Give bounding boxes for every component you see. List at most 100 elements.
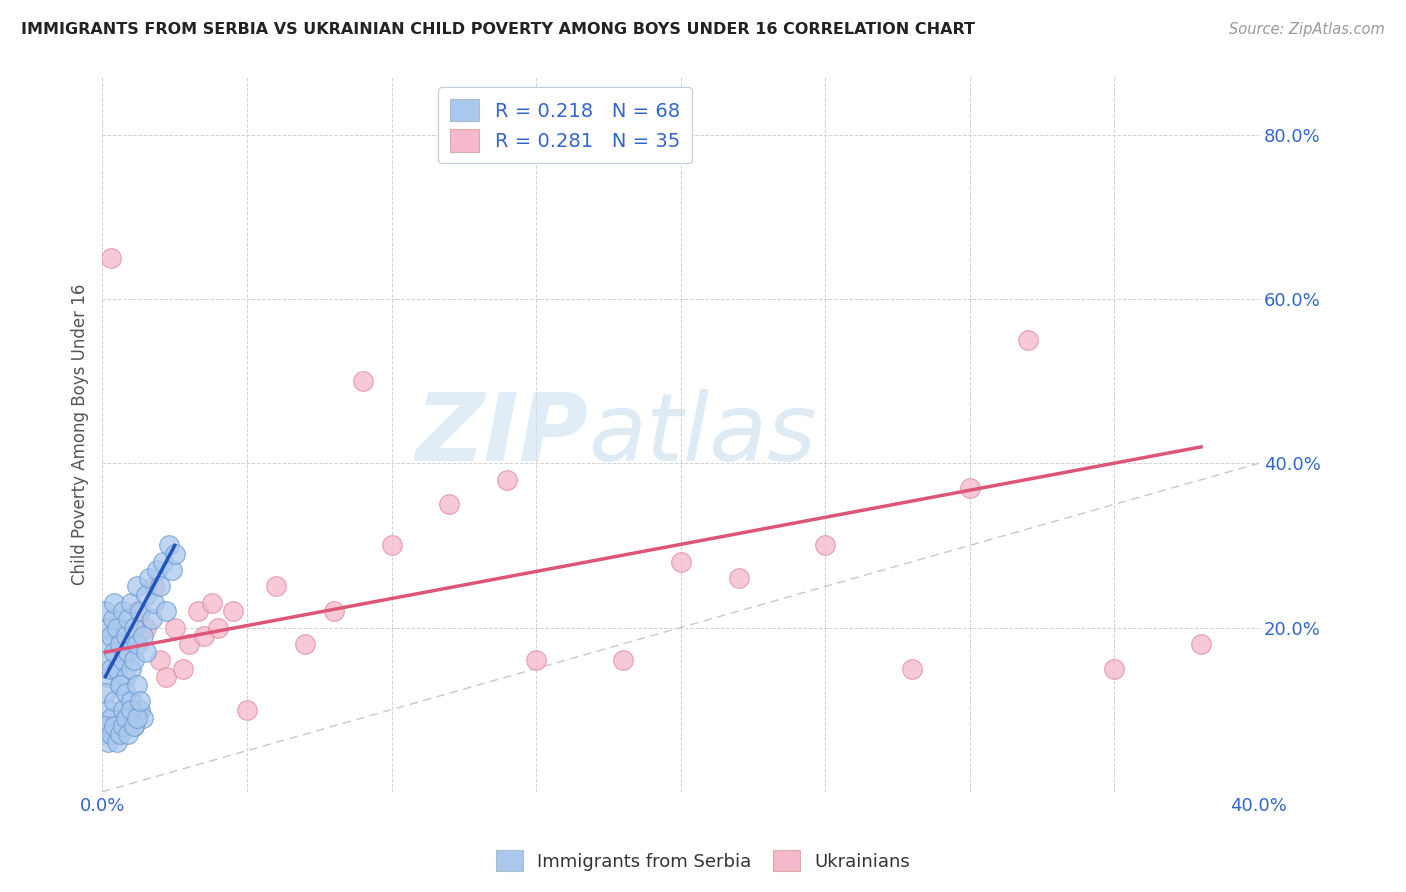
- Point: [129, 703, 152, 717]
- Point: [100, 711, 122, 725]
- Point: [127, 678, 149, 692]
- Point: [105, 661, 128, 675]
- Point: [114, 670, 136, 684]
- Point: [294, 637, 316, 651]
- Point: [1189, 637, 1212, 651]
- Point: [100, 629, 122, 643]
- Text: ZIP: ZIP: [415, 389, 588, 481]
- Point: [105, 719, 128, 733]
- Point: [120, 637, 142, 651]
- Point: [127, 604, 149, 618]
- Point: [120, 596, 142, 610]
- Point: [264, 579, 287, 593]
- Point: [108, 637, 131, 651]
- Point: [149, 653, 172, 667]
- Point: [129, 694, 152, 708]
- Point: [108, 727, 131, 741]
- Point: [97, 620, 120, 634]
- Point: [91, 727, 114, 741]
- Point: [727, 571, 749, 585]
- Point: [122, 620, 145, 634]
- Point: [111, 703, 134, 717]
- Point: [155, 670, 177, 684]
- Point: [100, 661, 122, 675]
- Point: [103, 694, 125, 708]
- Point: [149, 579, 172, 593]
- Point: [97, 735, 120, 749]
- Point: [141, 612, 163, 626]
- Point: [152, 555, 174, 569]
- Point: [100, 251, 122, 265]
- Point: [959, 481, 981, 495]
- Point: [163, 620, 186, 634]
- Point: [322, 604, 344, 618]
- Point: [97, 703, 120, 717]
- Text: atlas: atlas: [588, 389, 817, 480]
- Point: [120, 661, 142, 675]
- Point: [157, 538, 180, 552]
- Point: [114, 686, 136, 700]
- Point: [380, 538, 402, 552]
- Point: [111, 604, 134, 618]
- Point: [117, 711, 139, 725]
- Point: [105, 620, 128, 634]
- Point: [669, 555, 692, 569]
- Point: [135, 620, 157, 634]
- Point: [96, 653, 118, 667]
- Text: IMMIGRANTS FROM SERBIA VS UKRAINIAN CHILD POVERTY AMONG BOYS UNDER 16 CORRELATIO: IMMIGRANTS FROM SERBIA VS UKRAINIAN CHIL…: [21, 22, 976, 37]
- Point: [143, 596, 166, 610]
- Point: [111, 653, 134, 667]
- Point: [439, 497, 461, 511]
- Point: [117, 612, 139, 626]
- Point: [901, 661, 924, 675]
- Text: Source: ZipAtlas.com: Source: ZipAtlas.com: [1229, 22, 1385, 37]
- Legend: R = 0.218   N = 68, R = 0.281   N = 35: R = 0.218 N = 68, R = 0.281 N = 35: [439, 87, 692, 163]
- Point: [120, 703, 142, 717]
- Point: [138, 571, 160, 585]
- Point: [103, 645, 125, 659]
- Point: [496, 473, 519, 487]
- Point: [132, 629, 155, 643]
- Point: [122, 653, 145, 667]
- Point: [103, 719, 125, 733]
- Point: [94, 719, 117, 733]
- Point: [524, 653, 547, 667]
- Point: [93, 637, 115, 651]
- Point: [221, 604, 243, 618]
- Point: [103, 596, 125, 610]
- Point: [111, 653, 134, 667]
- Point: [97, 670, 120, 684]
- Point: [612, 653, 634, 667]
- Point: [236, 703, 259, 717]
- Point: [111, 719, 134, 733]
- Point: [135, 645, 157, 659]
- Point: [127, 711, 149, 725]
- Point: [122, 719, 145, 733]
- Point: [100, 727, 122, 741]
- Point: [122, 719, 145, 733]
- Point: [814, 538, 837, 552]
- Point: [187, 604, 209, 618]
- Y-axis label: Child Poverty Among Boys Under 16: Child Poverty Among Boys Under 16: [72, 284, 89, 585]
- Point: [172, 661, 194, 675]
- Point: [127, 579, 149, 593]
- Point: [105, 645, 128, 659]
- Point: [108, 678, 131, 692]
- Point: [120, 694, 142, 708]
- Point: [163, 547, 186, 561]
- Point: [352, 374, 374, 388]
- Point: [193, 629, 215, 643]
- Point: [155, 604, 177, 618]
- Point: [127, 637, 149, 651]
- Point: [207, 620, 229, 634]
- Point: [117, 727, 139, 741]
- Point: [114, 629, 136, 643]
- Point: [94, 686, 117, 700]
- Point: [1104, 661, 1126, 675]
- Point: [101, 612, 124, 626]
- Point: [105, 735, 128, 749]
- Point: [132, 711, 155, 725]
- Point: [94, 604, 117, 618]
- Point: [146, 563, 169, 577]
- Point: [117, 645, 139, 659]
